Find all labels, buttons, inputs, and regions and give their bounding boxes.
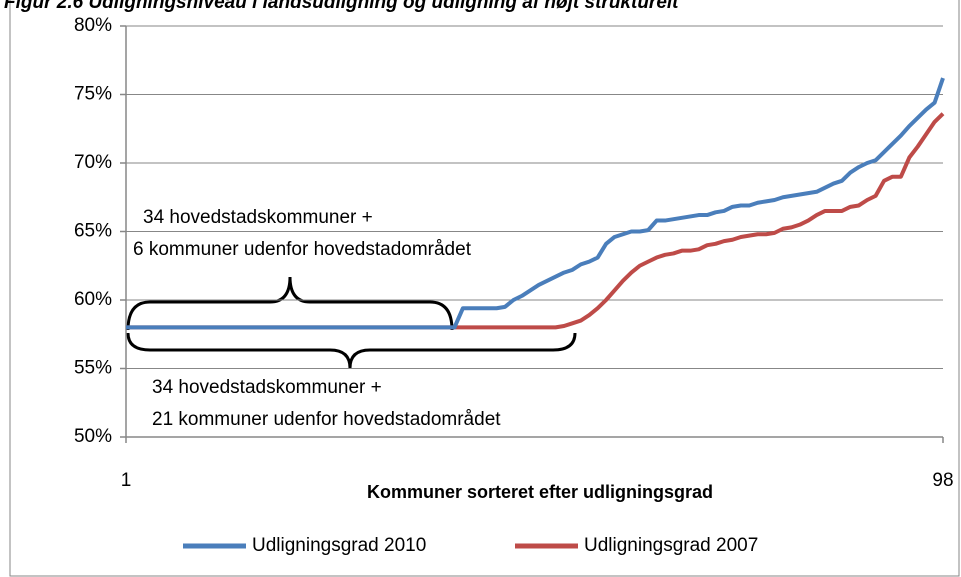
y-tick-label: 80% bbox=[74, 15, 112, 36]
x-axis-title: Kommuner sorteret efter udligningsgrad bbox=[367, 482, 713, 502]
x-tick-label: 98 bbox=[932, 470, 953, 491]
y-tick-label: 75% bbox=[74, 84, 112, 105]
series-line bbox=[126, 77, 945, 330]
annotation: 6 kommuner udenfor hovedstadområdet bbox=[133, 239, 472, 260]
annotation: 21 kommuner udenfor hovedstadområdet bbox=[152, 409, 501, 430]
annotation: 34 hovedstadskommuner + bbox=[143, 207, 373, 228]
y-tick-label: 65% bbox=[74, 221, 112, 242]
x-tick-label: 1 bbox=[121, 470, 132, 491]
annotation: 34 hovedstadskommuner + bbox=[152, 377, 382, 398]
legend-label: Udligningsgrad 2007 bbox=[584, 535, 758, 556]
y-tick-label: 60% bbox=[74, 289, 112, 310]
y-tick-label: 55% bbox=[74, 358, 112, 379]
chart-title: Figur 2.6 Udligningsniveau i landsudlign… bbox=[4, 0, 679, 13]
chart-frame bbox=[9, 0, 960, 577]
y-tick-label: 70% bbox=[74, 152, 112, 173]
brace-upper bbox=[126, 276, 454, 331]
brace-lower bbox=[126, 332, 577, 369]
legend-label: Udligningsgrad 2010 bbox=[252, 535, 426, 556]
y-tick-label: 50% bbox=[74, 426, 112, 447]
